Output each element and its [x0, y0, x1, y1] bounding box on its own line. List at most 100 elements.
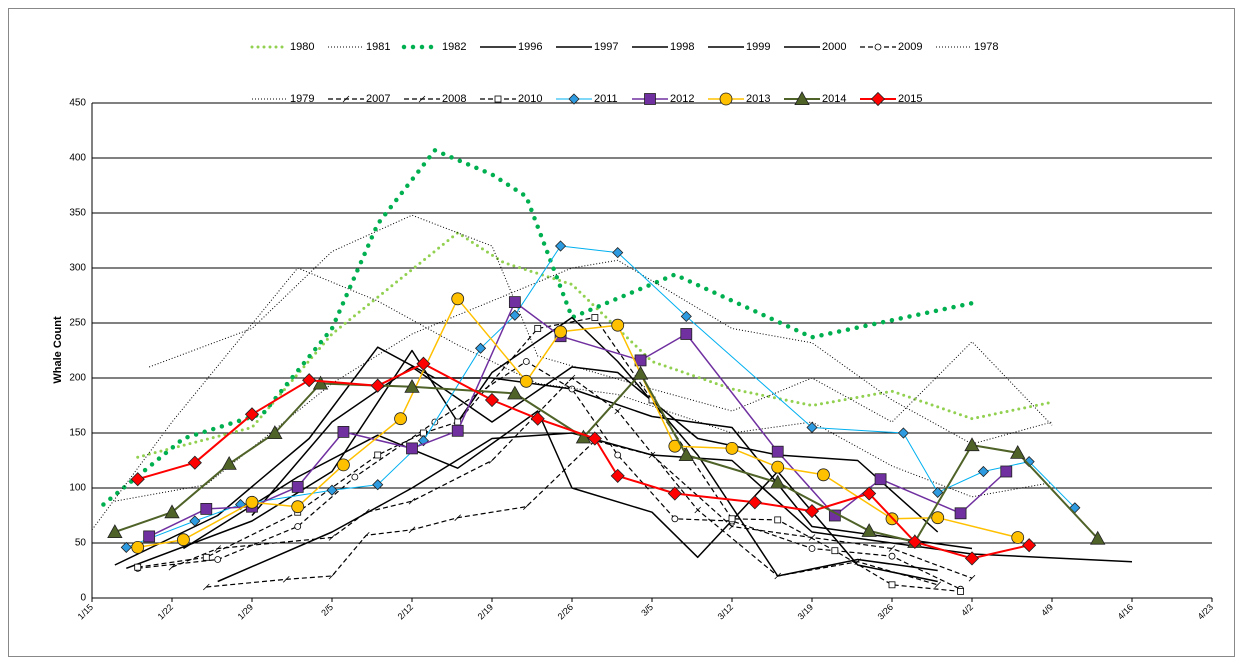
- marker: [614, 407, 621, 415]
- y-axis-label: Whale Count: [52, 316, 64, 384]
- marker: [808, 545, 816, 552]
- marker: [475, 342, 487, 354]
- series: [130, 356, 1037, 566]
- y-tick-label: 300: [69, 263, 86, 274]
- marker: [568, 374, 576, 382]
- series: [126, 316, 938, 577]
- legend-label: 2011: [594, 93, 618, 105]
- legend-label: 1982: [442, 41, 466, 53]
- marker: [203, 583, 210, 591]
- marker: [519, 374, 533, 388]
- marker: [874, 43, 882, 51]
- marker: [817, 468, 830, 482]
- legend-entry: 2008: [404, 93, 466, 105]
- legend-entry: 1999: [708, 41, 770, 53]
- marker: [131, 541, 145, 554]
- y-tick-label: 100: [69, 483, 86, 494]
- legend-label: 1979: [290, 93, 314, 105]
- legend-label: 1997: [594, 41, 618, 53]
- marker: [931, 511, 945, 525]
- marker: [107, 524, 123, 538]
- marker: [555, 240, 567, 252]
- series: [131, 292, 1025, 554]
- legend-label: 1998: [670, 41, 694, 53]
- legend-entry: 2014: [784, 91, 846, 105]
- marker: [591, 314, 599, 321]
- marker: [1010, 444, 1026, 459]
- legend-entry: 2010: [480, 93, 542, 105]
- marker: [861, 523, 877, 537]
- marker: [964, 551, 980, 566]
- marker: [374, 451, 382, 459]
- marker: [862, 486, 877, 501]
- marker: [957, 588, 964, 595]
- y-tick-label: 150: [69, 428, 86, 439]
- marker: [644, 93, 656, 105]
- marker: [189, 515, 201, 527]
- legend-entry: 2007: [328, 93, 390, 105]
- marker: [771, 445, 784, 458]
- marker: [245, 495, 259, 509]
- marker: [648, 451, 656, 459]
- marker: [363, 508, 370, 516]
- legend-entry: 1978: [936, 41, 998, 53]
- series: [101, 148, 975, 507]
- marker: [337, 458, 350, 472]
- legend-entry: 2011: [556, 93, 618, 105]
- marker: [363, 532, 370, 539]
- legend-label: 1981: [366, 41, 390, 53]
- marker: [568, 93, 580, 105]
- marker: [680, 310, 692, 322]
- legend-entry: 2015: [860, 91, 922, 107]
- marker: [534, 325, 542, 332]
- marker: [1022, 538, 1037, 553]
- marker: [888, 581, 896, 589]
- legend-entry: 2009: [860, 41, 922, 53]
- marker: [454, 418, 462, 426]
- legend-entry: 1980: [250, 41, 314, 53]
- marker: [934, 581, 941, 589]
- legend-label: 2007: [366, 93, 390, 105]
- marker: [202, 553, 210, 561]
- marker: [420, 429, 427, 437]
- legend-label: 2009: [898, 41, 922, 53]
- legend-label: 2010: [518, 93, 542, 105]
- marker: [1090, 530, 1106, 545]
- marker: [770, 474, 786, 489]
- marker: [968, 574, 976, 582]
- line: [114, 372, 1099, 543]
- marker: [120, 541, 132, 553]
- marker: [351, 473, 359, 481]
- series: [148, 214, 1053, 426]
- marker: [678, 447, 694, 462]
- marker: [808, 534, 816, 541]
- marker: [267, 425, 283, 440]
- legend-label: 1999: [746, 41, 770, 53]
- marker: [130, 472, 145, 487]
- marker: [394, 412, 407, 426]
- y-tick-label: 0: [80, 593, 86, 604]
- line: [114, 259, 1053, 502]
- y-tick-label: 450: [69, 98, 86, 109]
- marker: [964, 437, 980, 452]
- line: [126, 316, 938, 577]
- marker: [416, 356, 431, 371]
- series: [183, 410, 938, 583]
- legend-entry: 2012: [632, 93, 694, 105]
- marker: [221, 455, 237, 470]
- line: [91, 267, 1053, 531]
- marker: [806, 421, 818, 434]
- line: [136, 231, 1054, 459]
- marker: [954, 507, 967, 520]
- marker: [404, 378, 420, 393]
- legend-label: 1980: [290, 41, 314, 53]
- marker: [612, 247, 624, 259]
- marker: [614, 451, 622, 459]
- marker: [451, 292, 465, 306]
- legend-entry: 1979: [252, 93, 314, 105]
- marker: [907, 534, 922, 549]
- line: [183, 410, 938, 583]
- legend-entry: 1998: [632, 41, 694, 53]
- marker: [587, 431, 602, 446]
- marker: [283, 576, 290, 583]
